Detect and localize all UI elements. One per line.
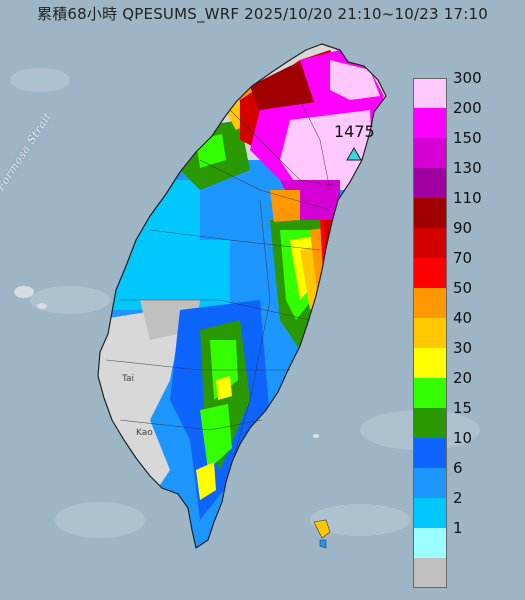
legend-swatch <box>413 138 447 168</box>
legend-swatch <box>413 78 447 108</box>
legend-label: 130 <box>453 159 482 177</box>
legend-row: 50 <box>413 279 515 318</box>
legend-label: 20 <box>453 369 473 387</box>
legend-label: 15 <box>453 399 473 417</box>
legend-label: 30 <box>453 339 473 357</box>
legend-row: 10 <box>413 429 515 468</box>
legend-row: 70 <box>413 249 515 288</box>
legend-row: 150 <box>413 129 515 168</box>
legend-swatch <box>413 228 447 258</box>
legend-swatch <box>413 408 447 438</box>
legend-swatch <box>413 378 447 408</box>
legend-swatch <box>413 108 447 138</box>
legend-row: 200 <box>413 99 515 138</box>
legend-row: 40 <box>413 309 515 348</box>
legend-row: 110 <box>413 189 515 228</box>
legend-swatch <box>413 258 447 288</box>
legend-label: 150 <box>453 129 482 147</box>
legend-row: 2 <box>413 489 515 528</box>
legend-label: 50 <box>453 279 473 297</box>
legend-row: 30 <box>413 339 515 378</box>
legend-label: 110 <box>453 189 482 207</box>
legend-row: 90 <box>413 219 515 258</box>
legend-swatch <box>413 468 447 498</box>
legend: 300 200 150 130 110 90 70 50 40 30 20 15 10 6 2 1 <box>413 69 515 588</box>
legend-label: 1 <box>453 519 463 537</box>
legend-swatch <box>413 438 447 468</box>
legend-label: 300 <box>453 69 482 87</box>
legend-swatch <box>413 318 447 348</box>
legend-row: 6 <box>413 459 515 498</box>
legend-label: 90 <box>453 219 473 237</box>
legend-label: 2 <box>453 489 463 507</box>
legend-swatch <box>413 348 447 378</box>
legend-swatch <box>413 558 447 588</box>
legend-swatch <box>413 528 447 558</box>
legend-label: 10 <box>453 429 473 447</box>
legend-row <box>413 558 515 588</box>
legend-row: 1 <box>413 519 515 558</box>
legend-swatch <box>413 498 447 528</box>
peak-value-label: 1475 <box>334 122 375 141</box>
city-label: Tai <box>122 374 135 384</box>
legend-swatch <box>413 288 447 318</box>
legend-label: 6 <box>453 459 463 477</box>
legend-swatch <box>413 198 447 228</box>
city-label: Kao <box>136 428 153 438</box>
legend-label: 40 <box>453 309 473 327</box>
legend-label: 70 <box>453 249 473 267</box>
legend-row: 300 <box>413 69 515 108</box>
legend-row: 130 <box>413 159 515 198</box>
legend-row: 15 <box>413 399 515 438</box>
legend-swatch <box>413 168 447 198</box>
legend-label: 200 <box>453 99 482 117</box>
peak-triangle-icon <box>346 147 362 161</box>
legend-row: 20 <box>413 369 515 408</box>
map-title: 累積68小時 QPESUMS_WRF 2025/10/20 21:10~10/2… <box>37 5 488 23</box>
